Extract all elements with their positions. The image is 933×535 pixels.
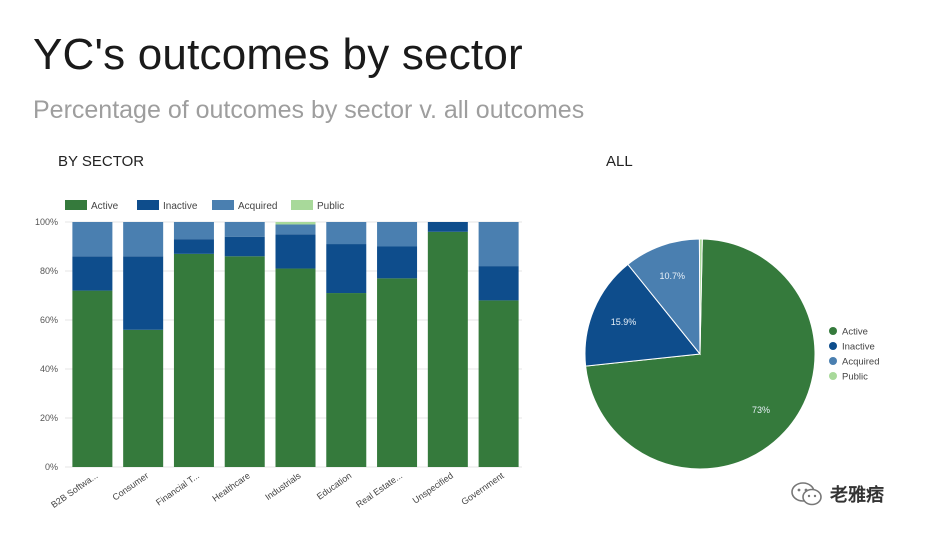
pie-slice-public	[698, 238, 703, 355]
legend-swatch	[65, 200, 87, 210]
pie-legend-label: Inactive	[842, 342, 875, 353]
watermark-text: 老雅痞	[830, 485, 884, 505]
bar-acquired-4	[275, 224, 316, 235]
y-tick-label: 20%	[40, 413, 58, 423]
bar-inactive-8	[478, 266, 519, 301]
pie-legend-item-active: Active	[829, 327, 868, 338]
pie-slice-acquired	[627, 238, 701, 356]
bar-inactive-5	[326, 244, 367, 294]
bar-inactive-2	[173, 239, 214, 254]
legend-label: Active	[91, 201, 119, 212]
x-tick-label: Real Estate...	[354, 470, 404, 509]
legend-item-acquired: Acquired	[212, 200, 277, 212]
all-label: ALL	[606, 153, 633, 170]
y-tick-label: 80%	[40, 266, 58, 276]
by-sector-label: BY SECTOR	[58, 153, 145, 170]
pie-legend-label: Public	[842, 372, 868, 383]
pie-data-label-inactive: 15.9%	[611, 317, 637, 327]
bar-acquired-5	[326, 222, 367, 245]
legend-swatch	[137, 200, 159, 210]
bar-active-0	[72, 290, 113, 467]
legend-item-active: Active	[65, 200, 119, 212]
y-tick-label: 60%	[40, 315, 58, 325]
pie-slice-inactive	[584, 263, 701, 367]
pie-data-label-active: 73%	[752, 405, 770, 415]
bar-active-2	[173, 253, 214, 467]
legend-item-inactive: Inactive	[137, 200, 198, 212]
pie-legend-swatch	[829, 372, 837, 380]
bar-inactive-3	[224, 236, 265, 257]
x-tick-label: Financial T...	[154, 470, 201, 507]
pie-legend-swatch	[829, 342, 837, 350]
pie-legend-label: Acquired	[842, 357, 880, 368]
watermark: 老雅痞	[790, 481, 884, 507]
y-tick-label: 100%	[35, 217, 58, 227]
bar-acquired-1	[123, 222, 164, 257]
bar-inactive-7	[427, 222, 468, 232]
x-tick-label: Government	[459, 470, 506, 507]
pie-data-label-acquired: 10.7%	[660, 271, 686, 281]
pie-legend-item-public: Public	[829, 372, 868, 383]
bar-acquired-8	[478, 222, 519, 267]
x-tick-label: Unspecified	[411, 470, 455, 505]
bar-active-5	[326, 293, 367, 467]
bar-active-8	[478, 300, 519, 467]
bar-acquired-0	[72, 222, 113, 257]
bar-inactive-0	[72, 256, 113, 291]
legend-item-public: Public	[291, 200, 344, 212]
stacked-bar-chart: Active Inactive Acquired Public 0% 20% 40% 60% 8…	[35, 200, 522, 510]
bar-active-7	[427, 231, 468, 467]
legend-label: Acquired	[238, 201, 277, 212]
x-tick-label: B2B Softwa...	[49, 470, 99, 509]
bar-acquired-3	[224, 222, 265, 237]
chart-title: YC's outcomes by sector	[33, 30, 523, 79]
wechat-icon	[791, 482, 822, 506]
bar-public-4	[275, 222, 316, 225]
bar-active-3	[224, 256, 265, 467]
bar-inactive-6	[377, 246, 418, 279]
pie-slice-active	[585, 238, 816, 470]
x-tick-label: Industrials	[263, 470, 303, 502]
bar-active-1	[123, 329, 164, 467]
bar-active-6	[377, 278, 418, 467]
bar-acquired-2	[173, 222, 214, 240]
pie-legend-item-acquired: Acquired	[829, 357, 880, 368]
legend-label: Inactive	[163, 201, 198, 212]
x-tick-label: Education	[315, 470, 354, 501]
bar-active-4	[275, 268, 316, 467]
legend-swatch	[291, 200, 313, 210]
pie-legend-item-inactive: Inactive	[829, 342, 875, 353]
y-tick-label: 0%	[45, 462, 58, 472]
x-tick-label: Healthcare	[210, 470, 251, 503]
pie-legend-swatch	[829, 357, 837, 365]
pie-legend-swatch	[829, 327, 837, 335]
bar-inactive-1	[123, 256, 164, 330]
x-tick-label: Consumer	[111, 470, 151, 502]
y-tick-label: 40%	[40, 364, 58, 374]
bar-inactive-4	[275, 234, 316, 269]
pie-legend-label: Active	[842, 327, 868, 338]
bar-acquired-6	[377, 222, 418, 247]
legend-label: Public	[317, 201, 344, 212]
legend-swatch	[212, 200, 234, 210]
chart-subtitle: Percentage of outcomes by sector v. all …	[33, 96, 585, 124]
